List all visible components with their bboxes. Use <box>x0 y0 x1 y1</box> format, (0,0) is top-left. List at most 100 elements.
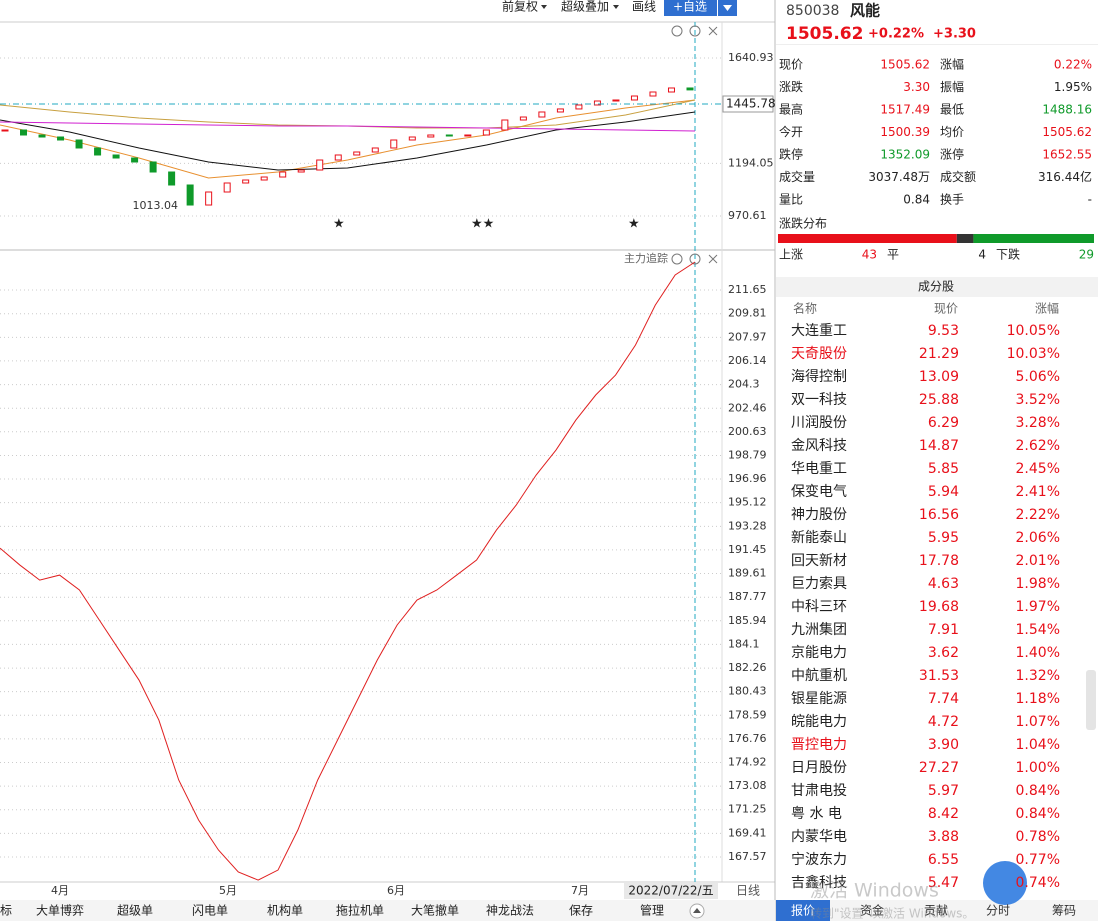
candle <box>667 87 675 93</box>
stock-name[interactable]: 甘肃电投 <box>791 783 847 799</box>
stock-price: 17.78 <box>919 553 959 569</box>
low-label: 1013.04 <box>133 199 179 212</box>
y-tick-label: 202.46 <box>728 401 767 414</box>
stock-price: 14.87 <box>919 438 959 454</box>
stock-change: 3.28% <box>1016 415 1060 431</box>
stock-change: 1.07% <box>1016 714 1060 730</box>
add-button-label[interactable]: +自选 <box>673 0 707 14</box>
tab[interactable]: 标 <box>0 904 12 918</box>
tab[interactable]: 大笔撤单 <box>411 903 459 918</box>
dropdown-arrow <box>613 5 619 9</box>
stock-name[interactable]: 粤 水 电 <box>791 806 842 822</box>
stock-name[interactable]: 晋控电力 <box>791 737 847 753</box>
toolbar-item[interactable]: 前复权 <box>502 0 538 14</box>
moving-average <box>0 121 696 132</box>
settings-icon[interactable] <box>671 253 683 265</box>
stock-name[interactable]: 华电重工 <box>791 461 847 477</box>
candle <box>686 87 694 91</box>
stock-name[interactable]: 大连重工 <box>791 323 847 339</box>
close-icon[interactable] <box>708 254 718 264</box>
y-tick-label: 187.77 <box>728 590 767 603</box>
quote-value: 0.22% <box>1054 58 1092 72</box>
candle <box>390 139 398 149</box>
y-tick-label: 198.79 <box>728 448 767 461</box>
tab[interactable]: 大单博弈 <box>36 903 84 918</box>
dropdown-arrow <box>723 5 732 11</box>
quote-label: 成交额 <box>940 169 976 184</box>
tab[interactable]: 闪电单 <box>192 904 228 918</box>
stock-name[interactable]: 九洲集团 <box>791 621 847 638</box>
stock-name[interactable]: 回天新材 <box>791 553 847 569</box>
divider <box>776 44 1098 45</box>
stock-name[interactable]: 京能电力 <box>791 645 847 661</box>
stock-name[interactable]: 中航重机 <box>791 668 847 684</box>
side-tab[interactable]: 贡献 <box>924 903 948 918</box>
up-arrow <box>693 908 701 913</box>
tab[interactable]: 超级单 <box>117 903 153 918</box>
date-box <box>624 883 718 899</box>
candle <box>1 129 9 132</box>
stock-change: 2.41% <box>1016 484 1060 500</box>
stock-name[interactable]: 巨力索具 <box>791 575 847 592</box>
close-icon[interactable] <box>708 26 718 36</box>
toolbar-item[interactable]: 超级叠加 <box>561 0 609 14</box>
name: 风能 <box>850 2 880 20</box>
toolbar-item[interactable]: 画线 <box>632 0 656 14</box>
stock-price: 16.56 <box>919 507 959 523</box>
distribution-bar <box>778 234 957 243</box>
stock-name[interactable]: 金风科技 <box>791 438 847 454</box>
period[interactable]: 日线 <box>736 884 760 898</box>
indicator-title: 主力追踪 <box>624 251 668 265</box>
stock-name[interactable]: 内蒙华电 <box>791 829 847 845</box>
candle <box>260 176 268 181</box>
stock-name[interactable]: 宁波东力 <box>791 851 847 868</box>
price: 1505.62 <box>786 24 863 44</box>
add-button[interactable] <box>664 0 717 16</box>
y-tick-label: 191.45 <box>728 543 767 556</box>
tab[interactable]: 神龙战法 <box>486 904 534 918</box>
candle <box>94 147 102 156</box>
stock-change: 0.77% <box>1016 852 1060 868</box>
stock-name[interactable]: 川润股份 <box>791 415 847 431</box>
stock-name[interactable]: 海得控制 <box>791 368 847 385</box>
candle <box>131 157 139 163</box>
settings-icon[interactable] <box>671 25 683 37</box>
floating-button[interactable] <box>983 861 1027 905</box>
tab[interactable]: 管理 <box>640 903 664 918</box>
stock-name[interactable]: 天奇股份 <box>791 345 847 362</box>
tracker-line <box>0 261 696 881</box>
stock-name[interactable]: 中科三环 <box>791 599 847 615</box>
stock-name[interactable]: 保变电气 <box>791 484 847 500</box>
side-tab[interactable]: 分时 <box>986 904 1010 918</box>
current-price-label: 1445.78 <box>726 97 776 111</box>
y-tick-label: 204.3 <box>728 378 760 391</box>
tab[interactable]: 拖拉机单 <box>336 903 384 918</box>
side-tab[interactable]: 报价 <box>791 903 815 918</box>
help-icon[interactable] <box>689 25 701 37</box>
stock-name[interactable]: 吉鑫科技 <box>791 874 847 891</box>
star: ★ <box>333 217 345 232</box>
y-tick-label: 173.08 <box>728 779 767 792</box>
y-tick-label: 178.59 <box>728 708 767 721</box>
stock-name[interactable]: 新能泰山 <box>791 530 847 546</box>
star: ★★ <box>471 217 494 232</box>
stock-change: 1.97% <box>1016 599 1060 615</box>
y-tick-label: 1640.93 <box>728 51 774 64</box>
stock-name[interactable]: 日月股份 <box>791 760 847 776</box>
stock-name[interactable]: 皖能电力 <box>791 714 847 730</box>
candle <box>353 151 361 156</box>
stock-price: 3.88 <box>928 829 959 845</box>
candle <box>427 134 435 138</box>
tab[interactable]: 保存 <box>569 904 593 918</box>
y-tick-label: 206.14 <box>728 354 767 367</box>
stock-name[interactable]: 双一科技 <box>791 392 847 408</box>
star: ★ <box>628 217 640 232</box>
tab[interactable]: 机构单 <box>267 903 303 918</box>
stock-name[interactable]: 神力股份 <box>791 507 847 523</box>
moving-average <box>0 99 696 179</box>
help-icon[interactable] <box>689 253 701 265</box>
stock-name[interactable]: 银星能源 <box>791 691 847 707</box>
side-tab[interactable]: 筹码 <box>1052 904 1076 918</box>
dist-label: 平 <box>887 248 899 262</box>
side-tab[interactable]: 资金 <box>860 903 884 918</box>
